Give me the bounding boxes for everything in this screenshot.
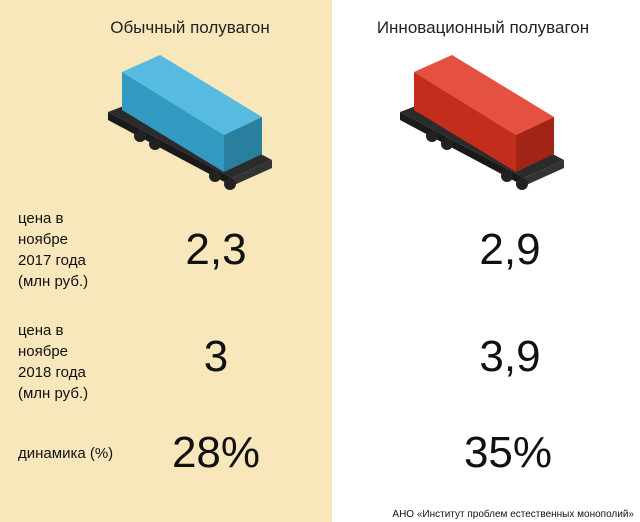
blue-wagon <box>108 55 272 190</box>
value: 35% <box>463 428 553 477</box>
value: 2,9 <box>479 225 541 274</box>
red-wagon <box>400 55 564 190</box>
row-label: динамика (%) <box>18 445 114 462</box>
row-label: цена в ноябре 2017 года (млн руб.) <box>18 210 89 290</box>
source-note: АНО «Институт проблем естественных моноп… <box>392 509 634 520</box>
column-header: Обычный полувагон <box>110 18 270 37</box>
value: 28% <box>171 428 261 477</box>
row-label: цена в ноябре 2018 года (млн руб.) <box>18 322 89 402</box>
value: 3,9 <box>479 332 541 381</box>
column-header: Инновационный полувагон <box>376 18 590 37</box>
value: 3 <box>203 332 229 381</box>
value: 2,3 <box>185 225 247 274</box>
